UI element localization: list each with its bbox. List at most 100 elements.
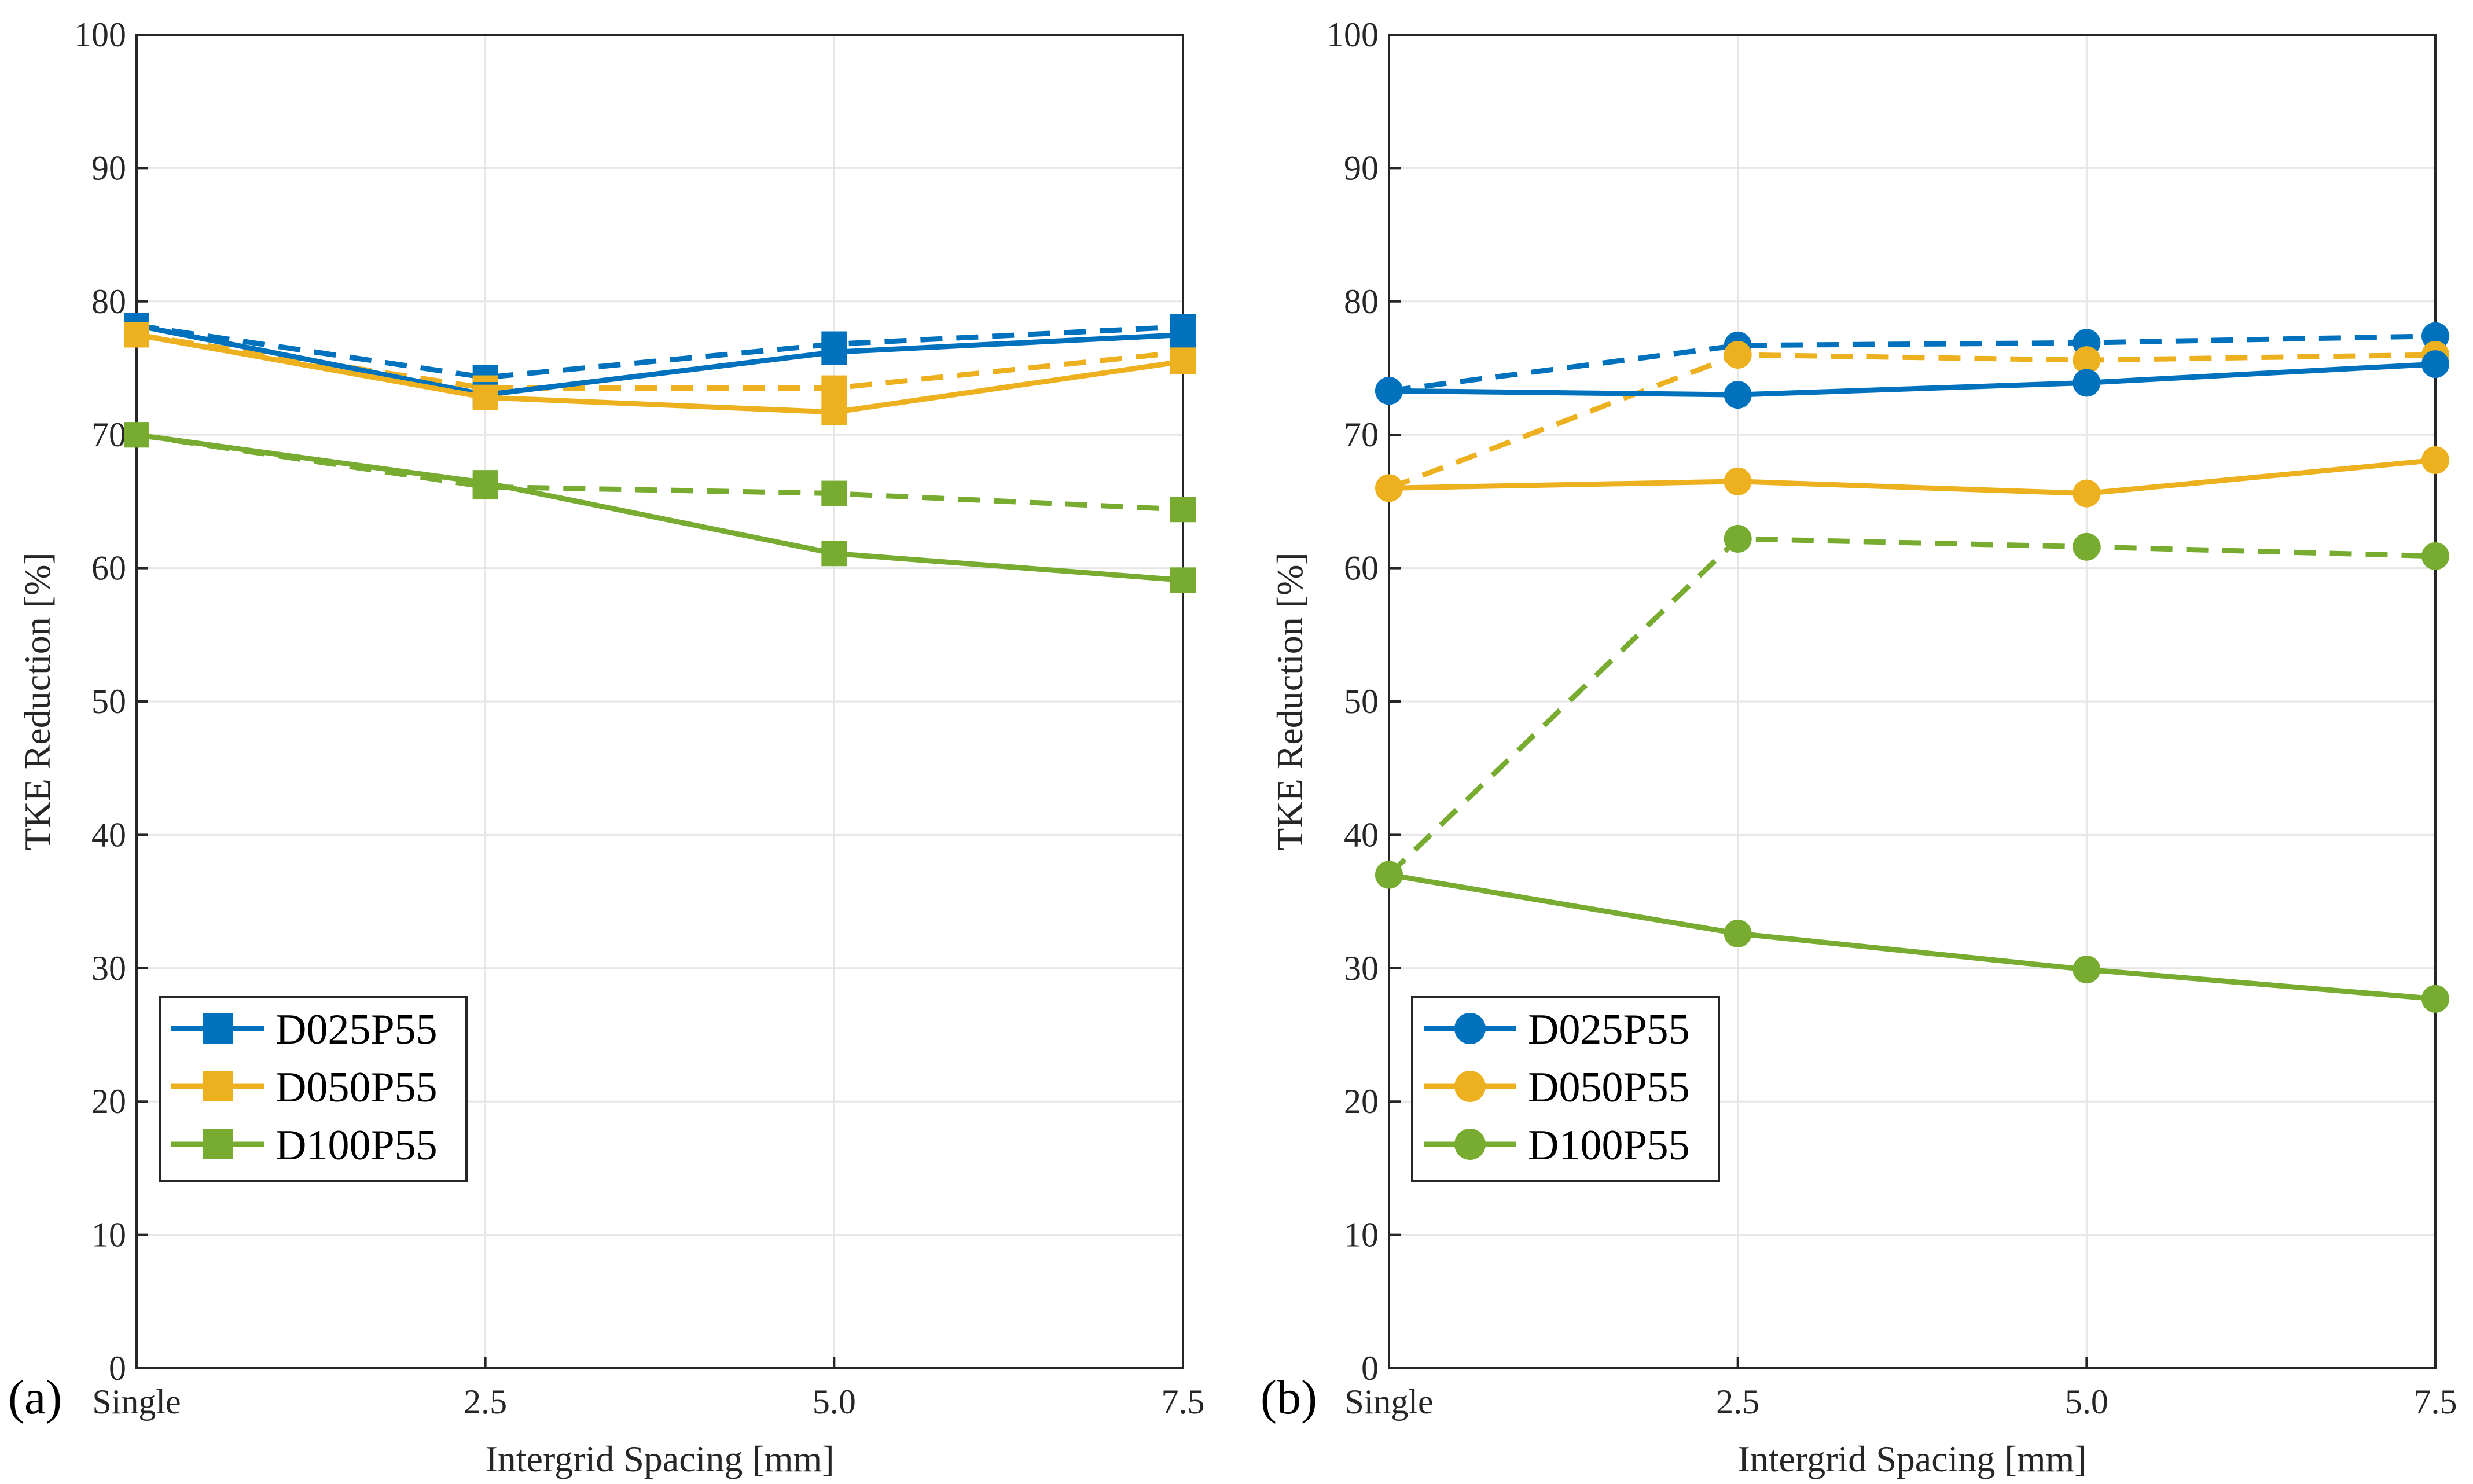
series-d025p55-solid [1375,350,2449,409]
data-point-circle [2421,446,2449,474]
data-point-circle [2073,479,2101,508]
series-d100p55-solid [124,422,1196,593]
legend-label: D025P55 [275,1006,438,1053]
y-tick-label: 60 [1344,549,1379,587]
y-tick-label: 10 [91,1216,126,1254]
series-line [1388,333,2436,394]
series-line [1388,457,2436,497]
data-point-square [821,399,847,425]
series-d100p55-solid [1375,861,2449,1013]
series-d050p55-solid [1375,446,2449,508]
legend-label: D050P55 [1528,1064,1690,1111]
data-point-square [1170,567,1196,593]
data-point-circle [2073,532,2101,561]
x-tick-label: Single [92,1383,181,1421]
data-point-circle [1724,524,1752,553]
y-tick-label: 50 [1344,682,1379,721]
data-point-circle [1375,377,1403,405]
x-tick-label: 7.5 [1162,1383,1205,1421]
legend-entry-d100p55: D100P55 [171,1122,438,1169]
data-point-circle [2421,985,2449,1013]
data-point-circle [1724,467,1752,495]
y-tick-label: 60 [91,549,126,587]
legend-entry-d025p55: D025P55 [171,1006,438,1053]
legend-label: D025P55 [1528,1006,1690,1053]
series-line [1388,352,2436,491]
legend-label: D100P55 [1528,1122,1690,1169]
y-tick-label: 40 [1344,816,1379,854]
y-tick-label: 0 [1361,1349,1379,1387]
legend: D025P55 D050P55 D100P55 [1411,996,1720,1182]
legend-label: D050P55 [275,1064,438,1111]
y-tick-label: 30 [1344,949,1379,987]
chart-panel-b: 0 10 20 30 40 50 60 70 80 90 100 Single 2.5 5.0 7.5 Int… [1261,16,2457,1479]
x-tick-label: 2.5 [1716,1383,1759,1421]
legend-entry-d100p55: D100P55 [1424,1122,1690,1169]
series-line [1388,361,2436,398]
legend-entry-d050p55: D050P55 [171,1064,438,1111]
data-point-square [472,470,498,496]
y-tick-label: 10 [1344,1216,1379,1254]
data-point-square [1170,497,1196,523]
y-axis-label: TKE Reduction [%] [17,552,58,850]
panel-label: (a) [8,1371,62,1424]
legend-marker-square [203,1129,233,1159]
x-axis-label: Intergrid Spacing [mm] [1737,1438,2086,1479]
data-point-circle [2421,350,2449,379]
y-tick-label: 80 [1344,282,1379,321]
legend-marker-square [203,1013,233,1044]
x-tick-label: 2.5 [464,1383,507,1421]
data-point-square [821,541,847,567]
data-point-square [821,480,847,506]
y-tick-label: 20 [91,1082,126,1121]
data-point-square [821,339,847,365]
series-line [136,332,1184,391]
series-line [136,332,1184,415]
legend-entry-d025p55: D025P55 [1424,1006,1690,1053]
data-point-circle [1724,340,1752,369]
x-tick-label: Single [1344,1383,1433,1421]
y-tick-label: 100 [1326,16,1379,54]
y-tick-label: 100 [74,16,126,54]
y-tick-label: 70 [91,416,126,454]
legend-marker-square [203,1071,233,1101]
x-tick-label: 7.5 [2414,1383,2457,1421]
data-point-square [1170,348,1196,374]
series-line [136,322,1184,380]
legend-label: D100P55 [275,1122,438,1169]
panel-label: (b) [1261,1371,1317,1424]
legend-marker-circle [1454,1013,1486,1044]
legend-entry-d050p55: D050P55 [1424,1064,1690,1111]
y-axis-label: TKE Reduction [%] [1269,552,1310,850]
legend: D025P55 D050P55 D100P55 [159,996,468,1182]
data-point-circle [2073,346,2101,374]
series-line [136,432,1184,583]
data-point-square [1170,322,1196,348]
data-point-circle [1724,381,1752,409]
x-axis-label: Intergrid Spacing [mm] [485,1438,834,1479]
y-tick-label: 20 [1344,1082,1379,1121]
data-point-circle [1375,861,1403,889]
data-point-square [124,422,149,448]
data-point-circle [2073,956,2101,984]
y-tick-label: 80 [91,282,126,321]
series-line [136,432,1184,512]
data-point-circle [1375,474,1403,502]
x-tick-label: 5.0 [813,1383,856,1421]
data-point-square [821,375,847,401]
y-tick-label: 70 [1344,416,1379,454]
y-tick-label: 40 [91,816,126,854]
y-tick-label: 90 [1344,149,1379,187]
series-d050p55-solid [124,322,1196,425]
y-tick-label: 90 [91,149,126,187]
series-line [136,322,1184,398]
legend-marker-circle [1454,1129,1486,1160]
y-tick-label: 50 [91,682,126,721]
x-tick-label: 5.0 [2065,1383,2108,1421]
data-point-circle [1724,919,1752,947]
data-point-circle [2073,369,2101,397]
y-tick-label: 0 [109,1349,126,1387]
data-point-circle [2421,542,2449,570]
data-point-square [124,322,149,348]
